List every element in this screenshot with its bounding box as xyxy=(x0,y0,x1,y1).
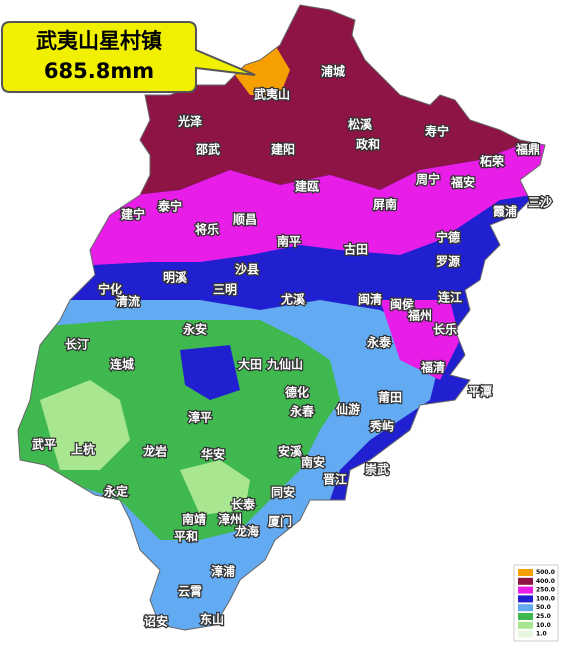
place-label: 龙岩 xyxy=(143,444,167,459)
place-label: 福州 xyxy=(407,308,432,323)
place-label: 南安 xyxy=(301,455,325,470)
province-border xyxy=(17,4,546,631)
legend-swatch xyxy=(518,630,533,638)
place-label: 长汀 xyxy=(65,337,89,352)
place-label: 平潭 xyxy=(468,384,492,399)
place-label: 沙县 xyxy=(235,263,259,277)
legend-label: 500.0 xyxy=(536,569,555,576)
place-label: 霞浦 xyxy=(493,204,517,219)
place-label: 武夷山 xyxy=(254,87,290,102)
place-label: 仙游 xyxy=(336,402,360,417)
place-label: 周宁 xyxy=(416,172,440,187)
place-label: 长乐 xyxy=(433,322,457,337)
place-label: 连城 xyxy=(110,357,134,372)
place-label: 秀屿 xyxy=(369,419,394,434)
legend-label: 100.0 xyxy=(536,595,555,602)
place-label: 古田 xyxy=(344,242,368,257)
place-label: 尤溪 xyxy=(281,292,306,307)
legend-label: 50.0 xyxy=(536,604,551,611)
place-label: 漳浦 xyxy=(211,564,235,579)
place-label: 屏南 xyxy=(372,197,397,212)
place-label: 浦城 xyxy=(321,64,345,79)
callout-amount: 685.8mm xyxy=(44,59,154,83)
place-label: 东山 xyxy=(200,612,224,627)
place-label: 德化 xyxy=(285,385,309,400)
place-label: 永春 xyxy=(289,404,315,419)
place-label: 漳平 xyxy=(188,410,212,425)
place-label: 宁德 xyxy=(436,230,460,245)
place-label: 明溪 xyxy=(163,270,188,285)
legend-swatch xyxy=(518,586,533,594)
place-label: 福鼎 xyxy=(515,142,540,157)
place-label: 泰宁 xyxy=(157,199,182,214)
place-label: 长泰 xyxy=(231,497,256,512)
place-label: 清流 xyxy=(116,294,140,309)
legend-label: 400.0 xyxy=(536,578,555,585)
place-label: 宁化 xyxy=(98,282,122,297)
place-label: 建宁 xyxy=(120,207,145,222)
place-label: 上杭 xyxy=(71,442,95,457)
place-label: 连江 xyxy=(438,290,462,305)
place-label: 安溪 xyxy=(278,444,303,459)
legend-swatch xyxy=(518,604,533,612)
place-label: 福安 xyxy=(450,175,475,190)
place-label: 崇武 xyxy=(365,462,389,477)
place-label: 松溪 xyxy=(348,117,373,132)
place-label: 柘荣 xyxy=(479,154,505,169)
place-label: 政和 xyxy=(356,137,380,152)
legend-swatch xyxy=(518,621,533,629)
place-label: 漳州 xyxy=(218,512,242,527)
legend-label: 1.0 xyxy=(536,631,547,638)
place-label: 将乐 xyxy=(195,222,219,237)
place-label: 南平 xyxy=(277,234,301,249)
place-label: 大田 xyxy=(238,357,262,372)
place-label: 三沙 xyxy=(528,196,552,210)
place-label: 邵武 xyxy=(195,142,220,157)
legend-swatch xyxy=(518,577,533,585)
place-label: 同安 xyxy=(271,485,295,500)
place-label: 莆田 xyxy=(378,390,402,405)
legend-swatch xyxy=(518,569,533,576)
place-label: 永安 xyxy=(182,322,207,337)
legend-swatch xyxy=(518,595,533,603)
place-label: 建瓯 xyxy=(294,179,319,194)
place-label: 诏安 xyxy=(144,614,168,629)
place-label: 武平 xyxy=(32,437,56,452)
place-label: 福清 xyxy=(420,360,445,375)
place-label: 永泰 xyxy=(366,335,392,350)
place-label: 寿宁 xyxy=(425,124,449,139)
place-label: 华安 xyxy=(201,447,225,462)
place-label: 闽侯 xyxy=(390,297,415,312)
legend-swatch xyxy=(518,613,533,620)
callout: 武夷山星村镇 685.8mm xyxy=(1,21,256,93)
place-label: 南靖 xyxy=(182,512,206,527)
legend-label: 25.0 xyxy=(536,613,551,620)
place-label: 晋江 xyxy=(323,472,347,487)
place-label: 闽清 xyxy=(358,292,382,307)
place-label: 平和 xyxy=(174,529,198,544)
place-label: 罗源 xyxy=(436,254,460,269)
place-label: 永定 xyxy=(103,484,128,499)
place-label: 三明 xyxy=(213,283,237,297)
place-label: 云霄 xyxy=(178,585,202,599)
place-label: 光泽 xyxy=(177,114,202,129)
legend-label: 250.0 xyxy=(536,587,555,594)
place-label: 厦门 xyxy=(268,514,292,529)
place-label: 建阳 xyxy=(270,142,295,157)
callout-place: 武夷山星村镇 xyxy=(36,29,162,53)
place-label: 龙海 xyxy=(235,524,259,539)
legend-label: 10.0 xyxy=(536,622,551,629)
place-label: 顺昌 xyxy=(233,212,257,227)
place-label: 九仙山 xyxy=(266,357,303,372)
